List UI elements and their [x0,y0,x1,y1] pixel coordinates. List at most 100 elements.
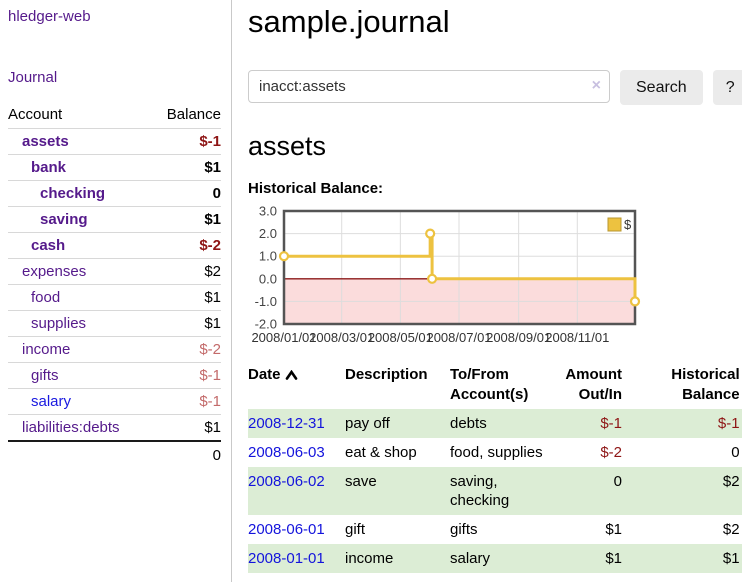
svg-text:2008/11/01: 2008/11/01 [545,330,609,345]
register-description-cell: pay off [345,415,390,432]
transaction-date-link[interactable]: 2008-01-01 [248,550,325,567]
register-header-date-label: Date [248,366,281,383]
register-row: 2008-06-01 gift gifts $1 $2 [248,515,742,544]
accounts-total-value: 0 [151,440,221,468]
register-description-cell: income [345,550,394,567]
help-button[interactable]: ? [712,70,742,105]
register-header-balance: Historical Balance [671,366,740,403]
account-balance: $-1 [151,128,221,155]
clear-search-icon[interactable]: × [591,77,601,94]
sort-ascending-icon [285,366,298,386]
account-row: liabilities:debts $1 [8,414,221,441]
account-link[interactable]: income [22,341,71,358]
search-input-wrap: × [248,70,610,105]
main-content: sample.journal × Search ? assets Histori… [232,0,742,582]
account-link[interactable]: gifts [31,367,59,384]
register-date-cell: 2008-06-01 [248,515,345,544]
account-link[interactable]: food [31,289,61,306]
svg-text:1.0: 1.0 [259,249,277,264]
account-balance: $1 [151,284,221,311]
account-balance: $-1 [151,362,221,389]
account-link[interactable]: expenses [22,263,87,280]
accounts-table-body: assets $-1 bank $1 checking 0 saving $1 cash $-2 e… [8,128,221,441]
account-heading: assets [248,131,327,161]
register-balance-cell: $-1 [717,415,740,432]
register-accounts-cell: debts [450,415,487,432]
svg-text:2008/05/01: 2008/05/01 [368,330,433,345]
app-title-link[interactable]: hledger-web [8,8,91,25]
account-row: salary $-1 [8,388,221,415]
transaction-date-link[interactable]: 2008-06-03 [248,444,325,461]
register-header-row: Date Description To/From Account(s) Amou… [248,363,742,409]
register-accounts-cell: saving, checking [450,473,510,509]
register-row: 2008-01-01 income salary $1 $1 [248,544,742,573]
account-link[interactable]: saving [40,211,88,228]
account-balance: $-2 [151,336,221,363]
account-balance: $-2 [151,232,221,259]
accounts-total-row: 0 [8,440,221,468]
accounts-table: Account Balance assets $-1 bank $1 checking 0… [8,102,221,468]
register-accounts-cell: gifts [450,521,478,538]
account-row: income $-2 [8,336,221,363]
account-link[interactable]: supplies [31,315,87,332]
accounts-header-balance: Balance [166,106,221,123]
transaction-date-link[interactable]: 2008-06-02 [248,473,325,490]
register-description-cell: gift [345,521,366,538]
page-title: sample.journal [248,4,450,39]
register-row: 2008-06-03 eat & shop food, supplies $-2 0 [248,438,742,467]
register-date-cell: 2008-01-01 [248,544,345,573]
register-header-date[interactable]: Date [248,363,345,409]
register-amount-cell: $1 [605,550,622,567]
register-date-cell: 2008-12-31 [248,409,345,438]
account-balance: $-1 [151,388,221,415]
register-table: Date Description To/From Account(s) Amou… [248,363,742,573]
register-header-amount: Amount Out/In [565,366,622,403]
register-row: 2008-12-31 pay off debts $-1 $-1 [248,409,742,438]
account-row: checking 0 [8,180,221,207]
register-date-cell: 2008-06-02 [248,467,345,515]
chart-title: Historical Balance: [248,180,384,197]
svg-text:2008/09/01: 2008/09/01 [486,330,551,345]
register-accounts-cell: food, supplies [450,444,543,461]
account-link[interactable]: assets [22,133,69,150]
register-header-description: Description [345,366,428,383]
account-balance: $1 [151,206,221,233]
balance-chart: 3.0 2.0 1.0 0.0 -1.0 -2.02008/01/012008/03/01… [251,204,641,345]
account-row: saving $1 [8,206,221,233]
account-link[interactable]: salary [31,393,72,410]
register-description-cell: eat & shop [345,444,417,461]
register-accounts-cell: salary [450,550,491,567]
register-balance-cell: $2 [722,521,740,538]
search-form: × Search ? [248,70,742,105]
account-balance: 0 [151,180,221,207]
account-link[interactable]: checking [40,185,106,202]
account-link[interactable]: liabilities:debts [22,419,120,436]
svg-text:-1.0: -1.0 [255,294,277,309]
register-row: 2008-06-02 save saving, checking 0 $2 [248,467,742,515]
account-row: expenses $2 [8,258,221,285]
account-link[interactable]: bank [31,159,67,176]
account-balance: $1 [151,310,221,337]
transaction-date-link[interactable]: 2008-06-01 [248,521,325,538]
register-header-accounts: To/From Account(s) [450,366,529,403]
transaction-date-link[interactable]: 2008-12-31 [248,415,325,432]
sidebar-item-journal[interactable]: Journal [8,69,58,86]
register-table-body: 2008-12-31 pay off debts $-1 $-1 2008-06-03 ea… [248,409,742,573]
register-amount-cell: $1 [605,521,622,538]
account-row: supplies $1 [8,310,221,337]
account-link[interactable]: cash [31,237,66,254]
search-input[interactable] [248,70,610,103]
account-row: cash $-2 [8,232,221,259]
account-row: food $1 [8,284,221,311]
search-button[interactable]: Search [620,70,703,105]
svg-text:0.0: 0.0 [259,271,277,286]
svg-text:2008/03/01: 2008/03/01 [309,330,374,345]
svg-text:$: $ [624,217,632,232]
account-row: assets $-1 [8,128,221,155]
svg-text:2.0: 2.0 [259,226,277,241]
sidebar: hledger-web Journal Account Balance asse… [0,0,232,582]
svg-text:-2.0: -2.0 [255,317,277,332]
register-balance-cell: $2 [722,473,740,490]
accounts-header-row: Account Balance [8,102,221,129]
